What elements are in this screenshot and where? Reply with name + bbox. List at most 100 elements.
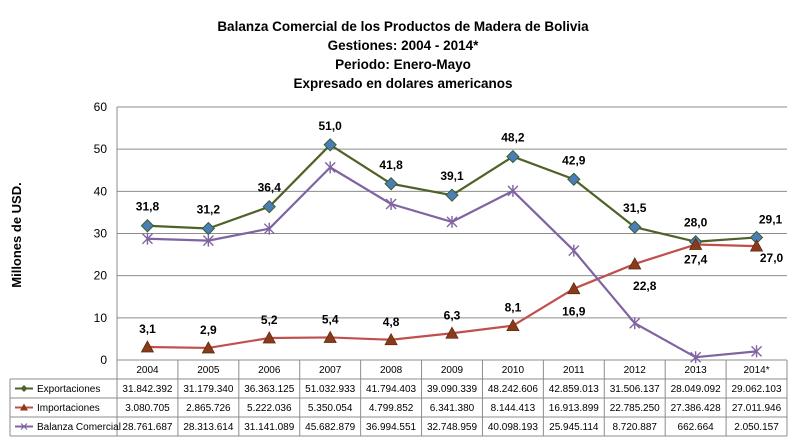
point-0-6 xyxy=(506,149,520,164)
data-label-1-0: 3,1 xyxy=(139,322,156,336)
series-group: 31,8 31,2 36,4 51,0 41,8 39,1 48,2 42,9 31,5 28,0… xyxy=(136,119,784,364)
table-cell-0-0: 31.842.392 xyxy=(122,384,172,395)
point-1-1 xyxy=(201,341,216,354)
y-tick-10: 10 xyxy=(94,311,108,325)
data-table: 2004 2005 2006 2007 2008 2009 2010 2011 2012 2013… xyxy=(9,359,788,437)
table-row-1: Importaciones 3.080.705 2.865.726 5.222.036… xyxy=(15,403,782,414)
point-2-8 xyxy=(629,317,641,330)
x-category-2011: 2011 xyxy=(563,365,585,376)
y-tick-30: 30 xyxy=(94,227,108,241)
x-category-2012: 2012 xyxy=(624,365,647,376)
table-cell-2-10: 2.050.157 xyxy=(734,422,779,433)
x-category-2004: 2004 xyxy=(136,365,159,376)
table-cell-0-5: 39.090.339 xyxy=(427,384,477,395)
data-label-0-2: 36,4 xyxy=(258,181,282,195)
point-2-9 xyxy=(690,351,702,364)
point-1-7 xyxy=(567,281,581,295)
y-tick-0: 0 xyxy=(100,353,107,367)
table-cell-2-8: 8.720.887 xyxy=(612,422,657,433)
x-category-2014*: 2014* xyxy=(743,365,769,376)
table-cell-0-9: 28.049.092 xyxy=(671,384,721,395)
x-category-2007: 2007 xyxy=(319,365,342,376)
table-cell-2-2: 31.141.089 xyxy=(244,422,294,433)
table-cell-2-6: 40.098.193 xyxy=(488,422,538,433)
data-label-0-9: 28,0 xyxy=(684,216,708,230)
x-category-2008: 2008 xyxy=(380,365,403,376)
data-label-1-10: 27,0 xyxy=(760,251,784,265)
legend-key-2-marker-b xyxy=(20,423,28,430)
data-label-1-3: 5,4 xyxy=(322,312,339,326)
point-2-2 xyxy=(263,222,275,235)
table-cell-0-4: 41.794.403 xyxy=(366,384,416,395)
y-axis-ticks: 0 10 20 30 40 50 60 xyxy=(94,100,108,367)
legend-key-1-marker xyxy=(20,403,28,411)
x-category-2010: 2010 xyxy=(502,365,525,376)
chart-title-line-1: Balanza Comercial de los Productos de Ma… xyxy=(217,19,589,34)
table-cell-0-8: 31.506.137 xyxy=(610,384,660,395)
point-1-6 xyxy=(506,318,520,332)
point-2-4 xyxy=(385,198,397,211)
table-cell-1-1: 2.865.726 xyxy=(186,403,231,414)
data-label-0-3: 51,0 xyxy=(319,119,343,133)
series-0: 31,8 31,2 36,4 51,0 41,8 39,1 48,2 42,9 31,5 28,0… xyxy=(136,119,783,249)
table-cell-2-5: 32.748.959 xyxy=(427,422,477,433)
table-cell-0-1: 31.179.340 xyxy=(183,384,233,395)
point-0-7 xyxy=(567,172,581,186)
table-cell-1-2: 5.222.036 xyxy=(247,403,292,414)
table-cell-2-0: 28.761.687 xyxy=(122,422,172,433)
table-cell-2-1: 28.313.614 xyxy=(183,422,233,433)
table-cell-0-2: 36.363.125 xyxy=(244,384,294,395)
point-1-4 xyxy=(384,332,398,346)
data-label-0-10: 29,1 xyxy=(759,212,783,226)
data-label-1-5: 6,3 xyxy=(444,308,461,322)
chart-title-line-4: Expresado en dolares americanos xyxy=(293,76,512,91)
point-2-0 xyxy=(141,232,153,245)
x-category-2013: 2013 xyxy=(685,365,708,376)
point-1-8 xyxy=(628,257,642,270)
table-cell-0-7: 42.859.013 xyxy=(549,384,599,395)
point-0-8 xyxy=(628,220,642,234)
point-1-0 xyxy=(140,340,155,353)
y-tick-60: 60 xyxy=(94,100,108,114)
table-cell-1-10: 27.011.946 xyxy=(732,403,782,414)
data-label-0-8: 31,5 xyxy=(623,201,647,215)
table-cell-2-3: 45.682.879 xyxy=(305,422,355,433)
legend-key-0-marker xyxy=(20,385,28,392)
table-cell-1-3: 5.350.054 xyxy=(308,403,353,414)
data-label-0-1: 31,2 xyxy=(197,203,221,217)
y-tick-50: 50 xyxy=(94,142,108,156)
chart-title-line-3: Periodo: Enero-Mayo xyxy=(335,57,471,72)
point-2-7 xyxy=(568,244,580,257)
table-cell-1-7: 16.913.899 xyxy=(549,403,599,414)
chart-title-line-2: Gestiones: 2004 - 2014* xyxy=(328,38,480,53)
table-row-0: Exportaciones 31.842.392 31.179.340 36.363.… xyxy=(15,384,782,395)
data-label-1-4: 4,8 xyxy=(383,315,400,329)
table-cell-1-9: 27.386.428 xyxy=(671,403,721,414)
x-category-2006: 2006 xyxy=(258,365,281,376)
table-cell-0-6: 48.242.606 xyxy=(488,384,538,395)
point-1-2 xyxy=(262,331,276,344)
point-2-10 xyxy=(751,345,763,358)
table-cell-0-3: 51.032.933 xyxy=(305,384,355,395)
y-axis-label: Millones de USD. xyxy=(9,182,24,287)
point-1-5 xyxy=(445,326,459,339)
table-cell-2-4: 36.994.551 xyxy=(366,422,416,433)
data-label-0-5: 39,1 xyxy=(440,169,464,183)
table-cell-2-9: 662.664 xyxy=(678,422,715,433)
data-label-0-6: 48,2 xyxy=(501,131,525,145)
table-cell-0-10: 29.062.103 xyxy=(732,384,782,395)
data-label-0-0: 31,8 xyxy=(136,200,160,214)
data-label-1-1: 2,9 xyxy=(200,323,217,337)
point-1-10 xyxy=(749,239,764,252)
y-tick-20: 20 xyxy=(94,269,108,283)
y-tick-40: 40 xyxy=(94,184,108,198)
point-2-5 xyxy=(446,215,458,228)
table-cell-1-8: 22.785.250 xyxy=(610,403,660,414)
table-row-2: Balanza Comercial 28.761.687 28.313.614 31.… xyxy=(15,422,779,433)
chart-title: Balanza Comercial de los Productos de Ma… xyxy=(217,19,589,91)
point-0-1 xyxy=(201,221,216,236)
point-1-3 xyxy=(323,330,337,343)
point-0-5 xyxy=(445,188,459,202)
series-2 xyxy=(141,161,763,364)
